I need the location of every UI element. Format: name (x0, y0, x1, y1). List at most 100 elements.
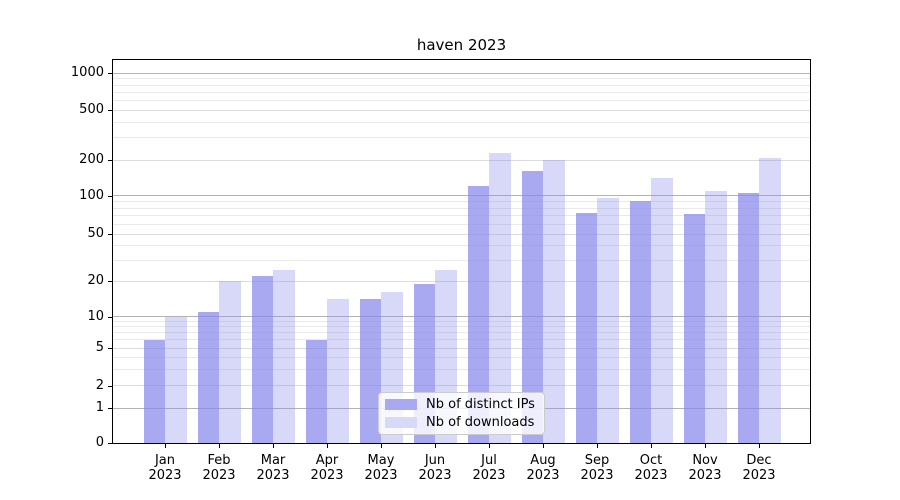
bar-distinct-ips (521, 171, 543, 443)
bar-downloads (651, 178, 673, 443)
right-spine (810, 60, 811, 444)
y-tick-label: 200 (79, 152, 104, 167)
legend-swatch-downloads (385, 416, 417, 428)
x-tick-label: May 2023 (364, 453, 398, 483)
x-tick-label: Jun 2023 (418, 453, 452, 483)
legend-entry: Nb of distinct IPs (385, 397, 538, 412)
legend: Nb of distinct IPs Nb of downloads (378, 392, 545, 435)
x-tick-mark (273, 444, 274, 448)
bar-downloads (597, 197, 619, 443)
x-tick-mark (543, 444, 544, 448)
bar-distinct-ips (629, 200, 651, 443)
y-tick-mark (108, 316, 112, 318)
minor-gridline (113, 84, 810, 86)
bar-downloads (759, 157, 781, 443)
x-tick-label: Dec 2023 (742, 453, 776, 483)
legend-entry: Nb of downloads (385, 415, 538, 430)
gridline-100 (113, 195, 810, 197)
minor-gridline (113, 201, 810, 203)
bar-downloads (219, 281, 241, 443)
bar-downloads (165, 316, 187, 443)
gridline-5 (113, 347, 810, 349)
x-tick-label: Aug 2023 (526, 453, 560, 483)
y-tick-label: 100 (79, 187, 104, 203)
gridline-1000 (113, 72, 810, 74)
bar-distinct-ips (737, 193, 759, 443)
bar-distinct-ips (305, 339, 327, 443)
top-spine (112, 59, 811, 60)
y-tick-label: 1 (95, 400, 104, 416)
y-tick-mark (108, 195, 112, 197)
minor-gridline (113, 259, 810, 261)
y-tick-label: 5 (95, 340, 104, 356)
minor-gridline (113, 368, 810, 370)
x-tick-mark (759, 444, 760, 448)
y-tick-label: 50 (87, 226, 104, 242)
x-tick-mark (705, 444, 706, 448)
minor-gridline (113, 245, 810, 247)
minor-gridline (113, 326, 810, 328)
y-tick-label: 0 (95, 435, 104, 450)
y-tick-mark (108, 160, 112, 161)
y-tick-label: 500 (79, 102, 104, 117)
bottom-spine (112, 443, 811, 444)
x-tick-mark (651, 444, 652, 448)
x-tick-label: Jul 2023 (472, 453, 506, 483)
minor-gridline (113, 137, 810, 139)
y-tick-mark (108, 385, 112, 387)
y-tick-mark (108, 281, 112, 282)
x-tick-mark (219, 444, 220, 448)
y-tick-label: 1000 (70, 65, 104, 81)
gridline-10 (113, 316, 810, 318)
x-tick-label: Apr 2023 (310, 453, 344, 483)
x-tick-mark (489, 444, 490, 448)
minor-gridline (113, 207, 810, 209)
minor-gridline (113, 78, 810, 80)
bar-downloads (273, 269, 295, 443)
bar-downloads (705, 190, 727, 443)
minor-gridline (113, 332, 810, 334)
gridline-20 (113, 280, 810, 282)
gridline-500 (113, 109, 810, 111)
x-tick-label: Sep 2023 (580, 453, 614, 483)
x-tick-label: Jan 2023 (148, 453, 182, 483)
bar-downloads (489, 152, 511, 443)
minor-gridline (113, 339, 810, 341)
chart-title: haven 2023 (416, 36, 507, 54)
x-tick-mark (327, 444, 328, 448)
legend-swatch-distinct-ips (385, 399, 417, 411)
x-tick-label: Nov 2023 (688, 453, 722, 483)
minor-gridline (113, 223, 810, 225)
y-tick-label: 2 (95, 377, 104, 393)
x-tick-mark (381, 444, 382, 448)
y-tick-label: 10 (87, 308, 104, 324)
x-tick-label: Feb 2023 (202, 453, 236, 483)
gridline-200 (113, 159, 810, 161)
minor-gridline (113, 356, 810, 358)
minor-gridline (113, 321, 810, 322)
minor-gridline (113, 91, 810, 93)
x-tick-mark (435, 444, 436, 448)
y-tick-mark (108, 234, 112, 236)
x-tick-mark (597, 444, 598, 448)
gridline-50 (113, 233, 810, 235)
legend-label: Nb of distinct IPs (426, 397, 535, 413)
legend-label: Nb of downloads (426, 414, 535, 430)
x-tick-label: Mar 2023 (256, 453, 290, 483)
bar-distinct-ips (143, 339, 165, 443)
bar-distinct-ips (575, 213, 597, 443)
minor-gridline (113, 215, 810, 217)
bar-distinct-ips (467, 186, 489, 443)
minor-gridline (113, 121, 810, 123)
minor-gridline (113, 99, 810, 101)
bar-downloads (543, 160, 565, 443)
y-tick-mark (108, 408, 112, 410)
y-tick-mark (108, 443, 112, 444)
y-tick-mark (108, 348, 112, 350)
bar-distinct-ips (251, 276, 273, 443)
left-spine (112, 60, 113, 444)
bar-distinct-ips (683, 213, 705, 443)
x-tick-label: Oct 2023 (634, 453, 668, 483)
y-tick-mark (108, 73, 112, 75)
